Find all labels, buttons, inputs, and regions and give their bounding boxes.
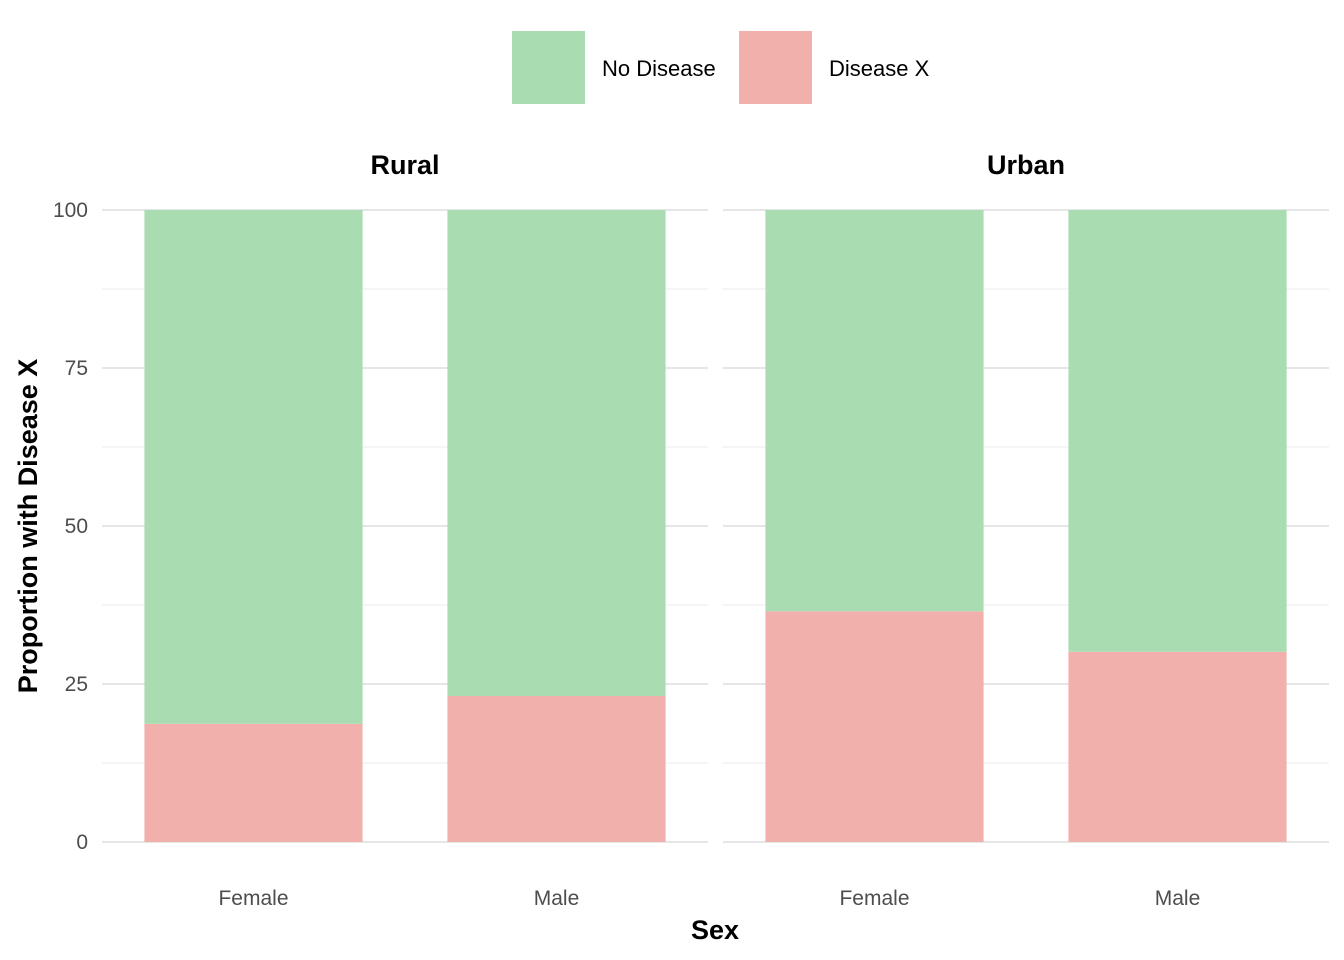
legend-label-disease-x: Disease X [829, 56, 930, 81]
bar-urban-male-disease-x [1068, 651, 1287, 842]
x-tick-label: Male [1155, 887, 1201, 910]
y-axis-title: Proportion with Disease X [13, 359, 43, 694]
bar-urban-female-no-disease [765, 210, 984, 612]
label-layer: 0 25 50 75 100 Female Male Rural Female Male Urban… [13, 150, 1200, 945]
y-tick-label: 25 [65, 673, 88, 696]
x-axis-title: Sex [691, 915, 739, 945]
bar-rural-female-disease-x [144, 723, 363, 842]
y-tick-label: 100 [53, 199, 88, 222]
x-tick-label: Male [534, 887, 580, 910]
bar-rural-male-no-disease [447, 210, 666, 697]
x-tick-label: Female [218, 887, 288, 910]
y-tick-label: 0 [76, 831, 88, 854]
bar-layer [144, 210, 1287, 842]
bar-urban-male-no-disease [1068, 210, 1287, 652]
legend-key-no-disease [512, 31, 585, 104]
y-tick-label: 75 [65, 357, 88, 380]
facet-label-urban: Urban [987, 150, 1065, 180]
facet-label-rural: Rural [370, 150, 439, 180]
legend-key-disease-x [739, 31, 812, 104]
bar-rural-male-disease-x [447, 696, 666, 842]
bar-urban-female-disease-x [765, 611, 984, 842]
legend: No Disease Disease X [512, 31, 930, 104]
x-tick-label: Female [839, 887, 909, 910]
bar-rural-female-no-disease [144, 210, 363, 724]
y-tick-label: 50 [65, 515, 88, 538]
legend-label-no-disease: No Disease [602, 56, 716, 81]
